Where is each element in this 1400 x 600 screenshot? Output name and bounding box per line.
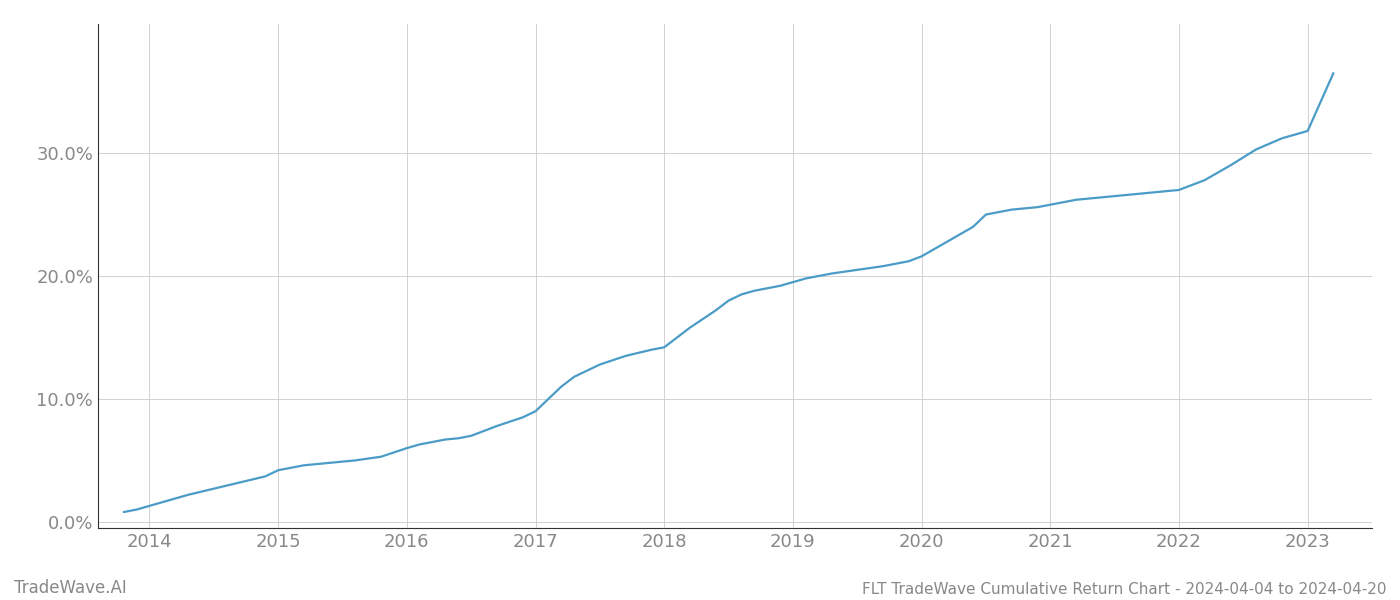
Text: TradeWave.AI: TradeWave.AI [14, 579, 127, 597]
Text: FLT TradeWave Cumulative Return Chart - 2024-04-04 to 2024-04-20: FLT TradeWave Cumulative Return Chart - … [861, 582, 1386, 597]
